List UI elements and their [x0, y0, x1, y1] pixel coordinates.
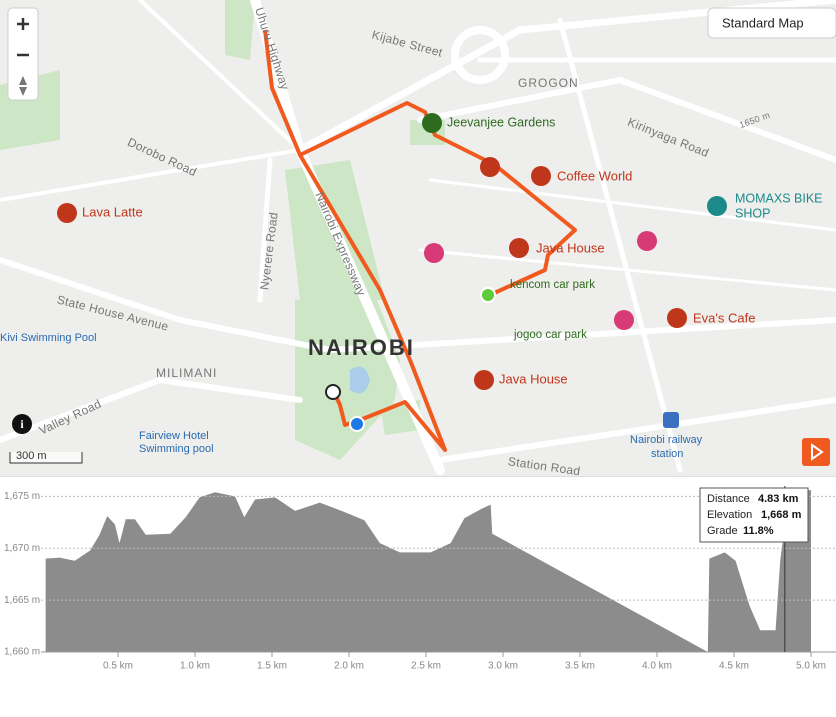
elevation-area: [45, 490, 812, 652]
poi-label: kencom car park: [510, 279, 595, 291]
poi-label: Eva's Cafe: [693, 310, 755, 325]
elevation-chart: 1,660 m 1,665 m 1,670 m 1,675 m 0.5 km 1.0 km…: [0, 476, 836, 672]
area-label: GROGON: [518, 76, 579, 90]
poi-label: jogoo car park: [513, 329, 587, 341]
end-marker: [480, 287, 496, 303]
area-label: MILIMANI: [156, 366, 217, 380]
poi-label: MOMAXS BIKE: [735, 191, 823, 205]
info-button[interactable]: [12, 414, 32, 434]
x-tick-label: 0.5 km: [103, 661, 133, 672]
poi-label: Lava Latte: [82, 204, 143, 219]
map: Kijabe Street GROGON Kirinyaga Road 1650…: [0, 0, 836, 476]
compass[interactable]: [19, 76, 27, 96]
x-tick-label: 1.0 km: [180, 661, 210, 672]
zoom-button[interactable]: [17, 18, 29, 57]
poi-label: Fairview Hotel: [139, 430, 209, 442]
tooltip-value: 4.83 km: [758, 493, 799, 505]
x-tick-label: 2.5 km: [411, 661, 441, 672]
tooltip-key: Distance: [707, 493, 750, 505]
info-icon[interactable]: i: [20, 417, 24, 431]
poi-label: Jeevanjee Gardens: [447, 115, 555, 129]
route: [263, 29, 577, 452]
y-tick-label: 1,660 m: [4, 647, 40, 658]
start-marker: [325, 384, 341, 400]
lake: [350, 366, 370, 394]
layer-label[interactable]: Standard Map: [722, 15, 804, 30]
layer-button[interactable]: [707, 7, 836, 39]
current-position: [349, 416, 365, 432]
poi-label: Kivi Swimming Pool: [0, 332, 97, 344]
x-tick-label: 3.5 km: [565, 661, 595, 672]
tooltip-value: 11.8%: [743, 525, 774, 537]
tooltip-value: 1,668 m: [761, 509, 802, 521]
city-label: NAIROBI: [308, 335, 415, 360]
poi-label: Swimming pool: [139, 443, 214, 455]
y-tick-label: 1,675 m: [4, 491, 40, 502]
scale-bar: [9, 452, 83, 464]
poi-icons: [57, 113, 727, 428]
zoom-controls: [7, 7, 39, 101]
map-background: [0, 0, 836, 476]
x-tick-label: 1.5 km: [257, 661, 287, 672]
x-tick-label: 3.0 km: [488, 661, 518, 672]
poi-label: Nairobi railway: [630, 434, 703, 446]
play-button[interactable]: [802, 438, 830, 466]
poi-label: Java House: [499, 371, 568, 386]
tooltip: [699, 487, 809, 543]
play-icon[interactable]: [811, 443, 824, 461]
poi-label: SHOP: [735, 206, 770, 220]
x-tick-label: 2.0 km: [334, 661, 364, 672]
y-tick-label: 1,670 m: [4, 543, 40, 554]
x-tick-label: 5.0 km: [796, 661, 826, 672]
poi-label: Java House: [536, 240, 605, 255]
scale-label: 300 m: [16, 450, 47, 462]
y-tick-label: 1,665 m: [4, 595, 40, 606]
tooltip-key: Grade: [707, 525, 738, 537]
x-tick-label: 4.5 km: [719, 661, 749, 672]
poi-label: Coffee World: [557, 168, 632, 183]
poi-label: station: [651, 448, 683, 460]
x-tick-label: 4.0 km: [642, 661, 672, 672]
tooltip-key: Elevation: [707, 509, 752, 521]
